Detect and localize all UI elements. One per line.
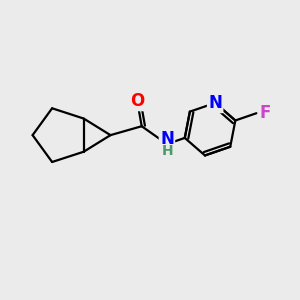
Text: N: N — [208, 94, 222, 112]
Text: O: O — [130, 92, 144, 110]
Text: H: H — [162, 144, 174, 158]
Text: F: F — [259, 104, 270, 122]
Text: N: N — [160, 130, 174, 148]
